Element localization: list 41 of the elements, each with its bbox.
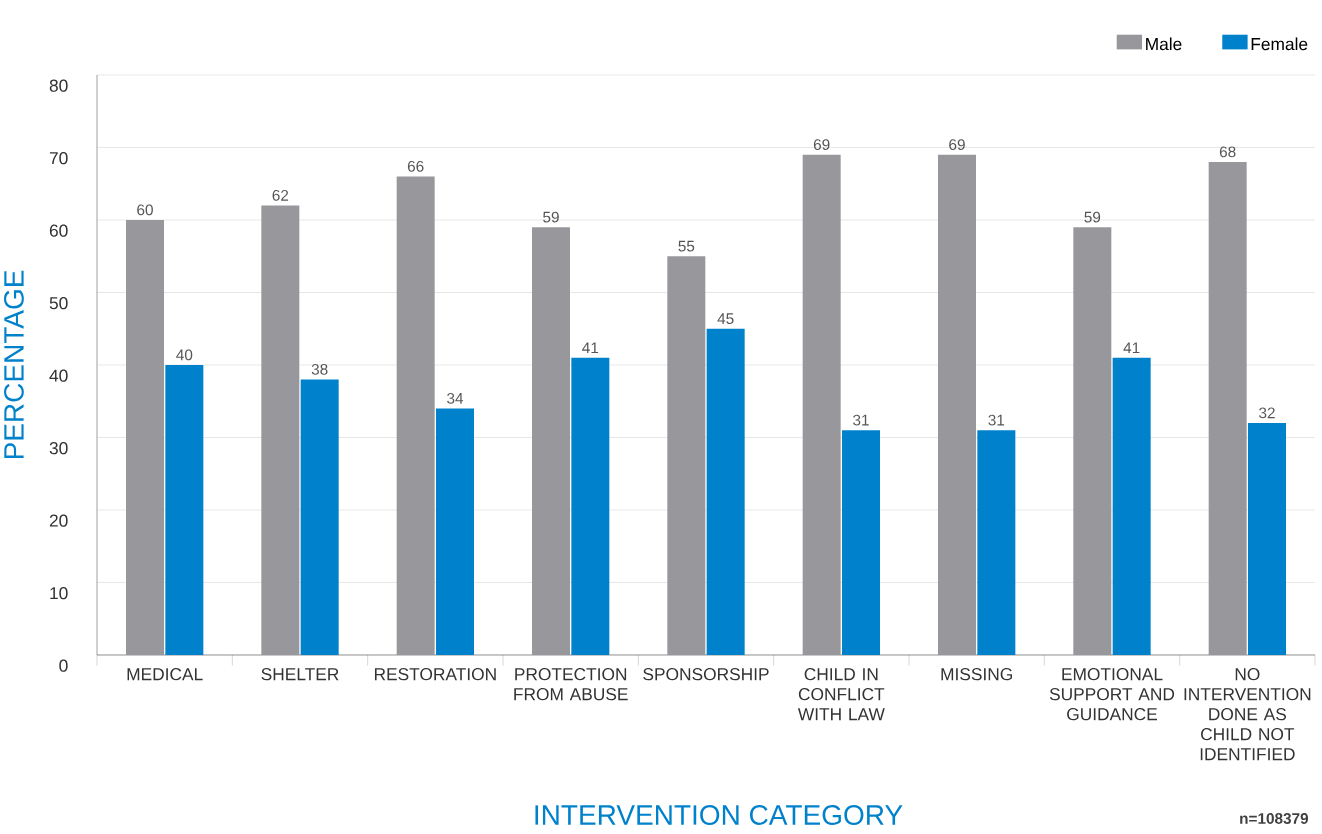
data-label: 69 <box>949 139 965 151</box>
text: n=108379 <box>1240 813 1309 824</box>
y-tick-label: 20 <box>49 514 68 527</box>
data-label: 59 <box>543 211 559 223</box>
y-tick-label: 0 <box>59 659 68 672</box>
data-label: 32 <box>1259 407 1275 419</box>
x-tick-label: SPONSORSHIP <box>643 668 769 681</box>
data-label: 62 <box>272 189 289 201</box>
x-tick-label: PROTECTION FROM ABUSE <box>514 668 628 701</box>
data-label: 68 <box>1219 146 1236 158</box>
y-axis-title: PERCENTAGE <box>4 270 24 459</box>
x-axis-title: INTERVENTION CATEGORY <box>535 805 903 825</box>
data-label: 66 <box>407 160 424 172</box>
y-tick-label: 70 <box>49 152 68 165</box>
data-label: 55 <box>678 240 695 252</box>
y-tick-label: 30 <box>49 442 68 455</box>
x-tick-label: SHELTER <box>261 668 339 681</box>
data-label: 41 <box>582 342 599 354</box>
legend-label: Female <box>1251 37 1308 51</box>
x-tick-label: EMOTIONAL SUPPORT AND GUIDANCE <box>1049 668 1175 721</box>
x-tick-label: RESTORATION <box>374 668 496 681</box>
x-tick-label: MISSING <box>941 668 1012 681</box>
data-label: 38 <box>311 363 328 375</box>
legend-label: Male <box>1146 37 1182 51</box>
x-tick-label: NO INTERVENTION DONE AS CHILD NOT IDENTIFIED <box>1184 668 1311 761</box>
data-label: 31 <box>853 414 869 426</box>
data-label: 41 <box>1123 342 1140 354</box>
data-label: 45 <box>717 313 734 325</box>
data-label: 34 <box>447 392 464 404</box>
y-tick-label: 40 <box>49 369 68 382</box>
y-tick-label: 10 <box>50 587 68 600</box>
y-tick-label: 80 <box>49 79 68 92</box>
x-tick-label: MEDICAL <box>127 668 203 681</box>
data-label: 59 <box>1084 211 1101 223</box>
y-tick-label: 60 <box>49 224 68 237</box>
x-tick-label: CHILD IN CONFLICT WITH LAW <box>797 668 885 721</box>
data-label: 69 <box>813 139 830 151</box>
data-label: 60 <box>137 204 153 216</box>
y-tick-label: 50 <box>49 297 68 310</box>
data-label: 31 <box>988 414 1005 426</box>
data-label: 40 <box>176 349 193 361</box>
